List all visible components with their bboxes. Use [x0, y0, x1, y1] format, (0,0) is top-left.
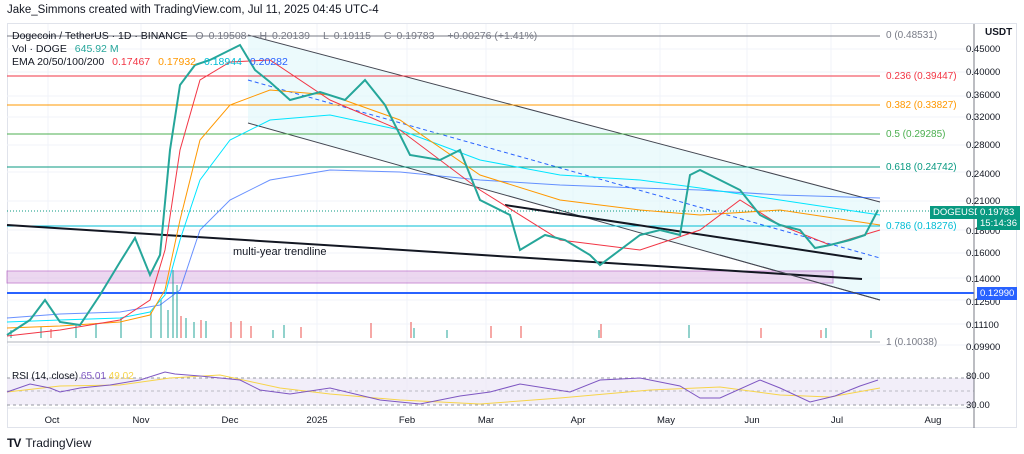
- ema50-value: 0.17932: [158, 56, 197, 68]
- price-axis-currency: USDT: [985, 27, 1013, 38]
- high-value: 0.20139: [272, 30, 311, 42]
- tradingview-icon: TV: [7, 436, 21, 450]
- fib-level-05: 0.5 (0.29285): [886, 129, 946, 140]
- symbol-legend: Dogecoin / TetherUS · 1D · BINANCE O 0.19…: [12, 30, 538, 42]
- ema100-value: 0.18944: [203, 56, 242, 68]
- chart-credit: Jake_Simmons created with TradingView.co…: [7, 4, 379, 16]
- symbol-name: Dogecoin / TetherUS · 1D · BINANCE: [12, 30, 188, 42]
- support-price-tag: 0.12990: [977, 287, 1018, 300]
- fib-level-1: 1 (0.10038): [886, 337, 938, 348]
- change-value: +0.00276 (+1.41%): [447, 30, 538, 42]
- volume-value: 645.92 M: [74, 43, 119, 55]
- ema200-value: 0.20282: [249, 56, 288, 68]
- close-value: 0.19783: [396, 30, 435, 42]
- last-price-tag: 0.19783 15:14:36: [977, 206, 1020, 230]
- low-value: 0.19115: [333, 30, 371, 42]
- tradingview-logo[interactable]: TV TradingView: [7, 436, 92, 450]
- fib-level-0618: 0.618 (0.24742): [886, 162, 957, 173]
- fib-level-0786: 0.786 (0.18276): [886, 221, 957, 232]
- fib-level-0382: 0.382 (0.33827): [886, 100, 957, 111]
- fib-level-0236: 0.236 (0.39447): [886, 71, 957, 82]
- symbol-price-tag: DOGEUSDT: [930, 206, 990, 219]
- rsi-value: 65.01: [80, 371, 106, 382]
- volume-legend: Vol · DOGE 645.92 M: [12, 43, 119, 55]
- open-value: 0.19508: [208, 30, 247, 42]
- ema20-value: 0.17467: [112, 56, 151, 68]
- fib-level-0: 0 (0.48531): [886, 30, 938, 41]
- rsi-legend: RSI (14, close) 65.01 49.02: [12, 371, 134, 382]
- ema-legend: EMA 20/50/100/200 0.17467 0.17932 0.1894…: [12, 56, 288, 68]
- trendline-annotation: multi-year trendline: [233, 246, 327, 258]
- bar-countdown: 15:14:36: [980, 218, 1017, 229]
- rsi-ma-value: 49.02: [108, 371, 134, 382]
